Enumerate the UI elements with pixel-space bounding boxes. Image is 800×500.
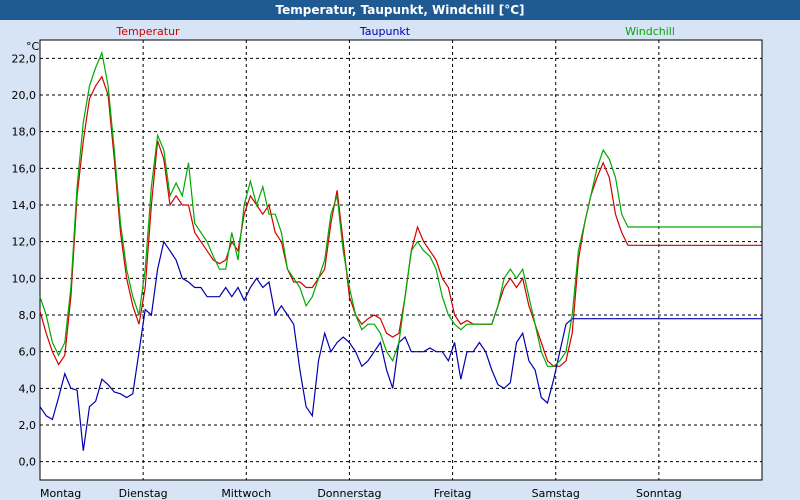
x-axis: Montag27.04.20Dienstag28.04.20Mittwoch29…: [40, 487, 682, 500]
x-tick-day: Sonntag: [636, 487, 682, 500]
legend-label: Windchill: [625, 25, 675, 38]
y-tick-label: 18,0: [12, 126, 37, 139]
y-tick-label: 20,0: [12, 89, 37, 102]
y-tick-label: 10,0: [12, 272, 37, 285]
grid: [40, 40, 762, 480]
y-tick-label: 4,0: [19, 382, 37, 395]
series-line-windchill: [39, 50, 762, 367]
series-line-taupunkt: [39, 240, 762, 451]
y-tick-label: 22,0: [12, 52, 37, 65]
legend-label: Taupunkt: [359, 25, 411, 38]
y-tick-label: 16,0: [12, 162, 37, 175]
plot-area: [39, 39, 763, 481]
series-lines: [39, 50, 762, 451]
y-tick-label: 2,0: [19, 419, 37, 432]
y-tick-label: 14,0: [12, 199, 37, 212]
y-axis: 0,0 2,0 4,0 6,0 8,0 10,0 12,0 14,0 16,0 18,0 20,0 2…: [12, 52, 37, 468]
x-tick-day: Samstag: [532, 487, 580, 500]
y-tick-label: 6,0: [19, 346, 37, 359]
x-tick-day: Montag: [40, 487, 81, 500]
chart-title: Temperatur, Taupunkt, Windchill [°C]: [0, 0, 800, 20]
y-axis-unit-label: °C: [26, 40, 40, 53]
legend-label: Temperatur: [115, 25, 180, 38]
chart-svg: 0,0 2,0 4,0 6,0 8,0 10,0 12,0 14,0 16,0 18,0 20,0 2…: [12, 25, 763, 500]
legend: Temperatur Taupunkt Windchill: [115, 25, 675, 38]
x-tick-day: Mittwoch: [221, 487, 271, 500]
y-tick-label: 0,0: [19, 456, 37, 469]
y-tick-label: 8,0: [19, 309, 37, 322]
x-tick-day: Donnerstag: [317, 487, 381, 500]
series-line-temperatur: [39, 75, 762, 367]
x-tick-day: Dienstag: [119, 487, 168, 500]
y-tick-label: 12,0: [12, 236, 37, 249]
x-tick-day: Freitag: [434, 487, 472, 500]
